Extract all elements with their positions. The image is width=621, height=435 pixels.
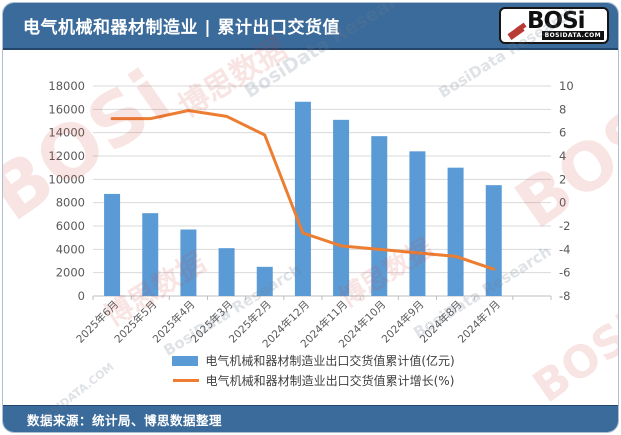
- footer-bar: 数据来源：统计局、博思数据整理: [3, 405, 618, 432]
- y-axis-tick-label-right: 10: [559, 79, 574, 93]
- y-axis-tick-label-right: 6: [559, 126, 566, 140]
- bar: [104, 193, 121, 296]
- legend-item-bar-series: 电气机械和器材制造业出口交货值累计值(亿元): [172, 352, 455, 369]
- y-axis-tick-label-right: -8: [559, 289, 570, 303]
- y-axis-tick-label-left: 8000: [56, 196, 85, 210]
- bar: [256, 266, 273, 296]
- bar: [485, 185, 502, 296]
- y-axis-tick-label-right: 8: [559, 102, 566, 116]
- bar: [371, 136, 388, 296]
- bosidata-logo: BOSi BOSIDATA.COM: [499, 7, 609, 44]
- bar: [447, 167, 464, 296]
- y-axis-tick-label-left: 18000: [48, 79, 85, 93]
- bar-series-swatch-icon: [172, 355, 199, 366]
- y-axis-tick-label-right: 2: [559, 172, 566, 186]
- chart-canvas: 0 2000 4000 6000 8000 10000 12000 14000 16000 180…: [48, 79, 574, 350]
- y-axis-tick-label-right: -6: [559, 266, 570, 280]
- y-axis-tick-label-left: 12000: [48, 149, 85, 163]
- y-axis-tick-label-left: 6000: [56, 219, 85, 233]
- logo-site-text: BOSIDATA.COM: [541, 31, 604, 40]
- header-bar: 电气机械和器材制造业 | 累计出口交货值 BOSi BOSIDATA.COM: [3, 3, 618, 50]
- y-axis-tick-label-left: 0: [78, 289, 85, 303]
- y-axis-tick-label-right: -2: [559, 219, 570, 233]
- y-axis-tick-label-left: 16000: [48, 102, 85, 116]
- bar: [180, 229, 197, 296]
- legend-item-line-series: 电气机械和器材制造业出口交货值累计增长(%): [172, 372, 455, 389]
- data-source-note: 数据来源：统计局、博思数据整理: [27, 412, 223, 428]
- logo-brand-text: BOSi: [527, 8, 586, 34]
- legend-label: 电气机械和器材制造业出口交货值累计值(亿元): [205, 354, 455, 368]
- line-series-swatch-icon: [172, 379, 199, 382]
- y-axis-tick-label-right: 4: [559, 149, 566, 163]
- legend-label: 电气机械和器材制造业出口交货值累计增长(%): [205, 374, 455, 388]
- trend-line: [110, 109, 496, 271]
- page-title: 电气机械和器材制造业 | 累计出口交货值: [23, 18, 341, 38]
- bar: [409, 151, 426, 296]
- bar: [294, 101, 311, 296]
- y-axis-tick-label-left: 4000: [56, 242, 85, 256]
- bar: [142, 213, 159, 296]
- y-axis-tick-label-right: 0: [559, 196, 566, 210]
- chart-legend: 电气机械和器材制造业出口交货值累计值(亿元) 电气机械和器材制造业出口交货值累计…: [3, 352, 618, 389]
- y-axis-tick-label-right: -4: [559, 242, 570, 256]
- y-axis-tick-label-left: 10000: [48, 172, 85, 186]
- bar: [218, 248, 235, 296]
- y-axis-tick-label-left: 14000: [48, 126, 85, 140]
- bar: [333, 119, 350, 296]
- y-axis-tick-label-left: 2000: [56, 266, 85, 280]
